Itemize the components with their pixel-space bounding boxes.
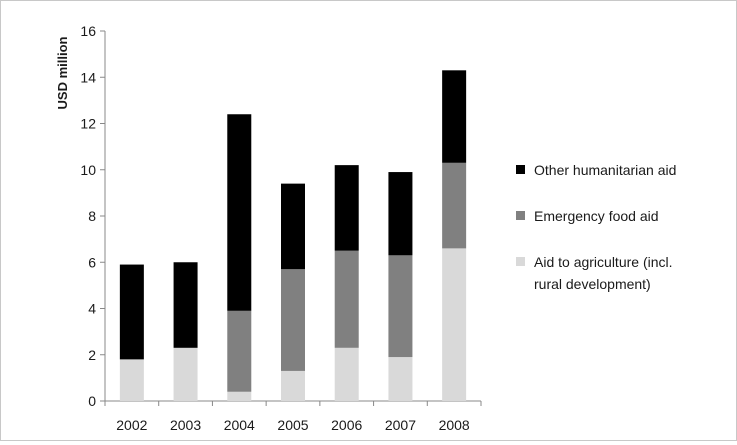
bar-segment [227,114,252,311]
y-tick-label: 4 [88,301,96,317]
bar-segment [173,262,198,348]
x-tick-label: 2007 [385,417,416,433]
bar-segment [442,162,467,249]
bar-segment [281,370,305,401]
x-tick-label: 2005 [277,417,308,433]
bar-segment [227,310,252,392]
bar-segment [334,347,359,401]
y-tick-label: 12 [80,116,96,132]
y-tick-label: 2 [88,347,96,363]
legend-swatch [516,257,525,266]
x-tick-label: 2008 [439,417,470,433]
bar-segment [119,264,144,360]
bar-segment [281,183,305,270]
legend-label: Other humanitarian aid [534,162,676,178]
x-tick-label: 2004 [224,417,255,433]
x-tick-label: 2006 [331,417,362,433]
bar-segment [281,269,305,371]
y-tick-label: 16 [80,23,96,39]
x-tick-label: 2003 [170,417,201,433]
legend-swatch [516,211,525,220]
bar-segment [173,347,198,401]
y-tick-label: 14 [80,69,96,85]
bar-segment [334,165,359,251]
y-axis-title: USD million [55,36,70,109]
x-tick-label: 2002 [116,417,147,433]
bar-segment [334,250,359,348]
y-tick-label: 10 [80,162,96,178]
bar-segment [227,391,252,401]
legend-label: Aid to agriculture (incl. [534,254,673,270]
bar-segment [442,70,467,163]
y-tick-label: 8 [88,208,96,224]
bar-segment [388,172,413,256]
y-tick-label: 6 [88,254,96,270]
bar-segment [119,359,144,401]
bar-segment [388,255,413,358]
bar-segment [442,248,467,401]
bar-segment [388,357,413,401]
legend-swatch [516,165,525,174]
legend-label: Emergency food aid [534,208,659,224]
legend-label: rural development) [534,276,651,292]
y-tick-label: 0 [88,393,96,409]
